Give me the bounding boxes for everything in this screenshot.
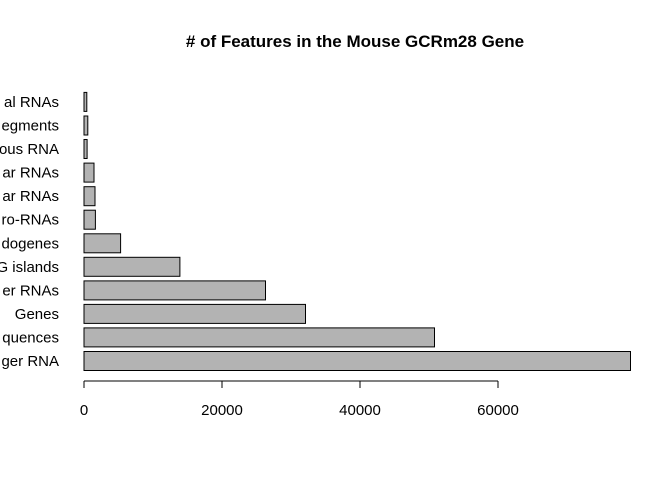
bar-7	[83, 186, 96, 207]
chart-title: # of Features in the Mouse GCRm28 Gene	[186, 32, 524, 51]
bar-3	[83, 280, 266, 301]
category-label-6: ro-RNAs	[1, 212, 59, 229]
bar-11	[83, 91, 88, 112]
x-tick-label-0: 0	[80, 402, 88, 419]
category-label-7: ar RNAs	[2, 188, 59, 205]
x-axis: 0 20000 40000 60000	[80, 380, 519, 419]
category-label-8: ar RNAs	[2, 165, 59, 182]
category-label-4: G islands	[0, 259, 59, 276]
x-tick-label-3: 60000	[477, 402, 519, 419]
category-label-11: al RNAs	[4, 94, 59, 111]
x-tick-label-1: 20000	[201, 402, 243, 419]
category-label-5: dogenes	[1, 235, 59, 252]
bar-5	[83, 233, 122, 254]
bar-4	[83, 256, 181, 277]
bar-8	[83, 162, 95, 183]
bar-6	[83, 209, 96, 230]
x-tick-label-2: 40000	[339, 402, 381, 419]
bar-0	[83, 351, 631, 371]
category-label-9: ous RNA	[0, 141, 59, 158]
bar-2	[83, 303, 306, 324]
bar-1	[83, 327, 435, 348]
category-label-0: ger RNA	[1, 353, 59, 370]
category-labels-group: ger RNA quences Genes er RNAs G islands dogen…	[0, 94, 59, 370]
bars-group	[83, 91, 631, 371]
bar-10	[83, 115, 89, 136]
category-label-3: er RNAs	[2, 282, 59, 299]
category-label-10: egments	[1, 118, 59, 135]
category-label-2: Genes	[15, 306, 59, 323]
bar-9	[83, 139, 88, 159]
category-label-1: quences	[2, 329, 59, 346]
